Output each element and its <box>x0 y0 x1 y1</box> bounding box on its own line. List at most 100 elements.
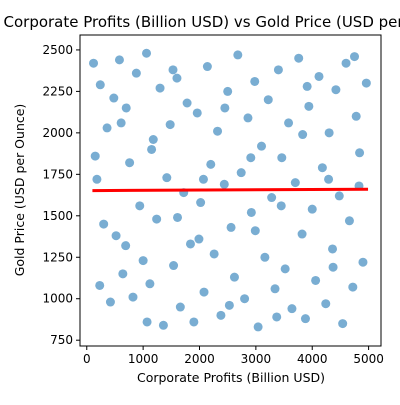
scatter-point <box>272 312 282 322</box>
scatter-point <box>284 118 294 128</box>
scatter-point <box>267 193 277 203</box>
x-tick-label: 4000 <box>297 352 328 366</box>
scatter-point <box>147 144 157 154</box>
scatter-point <box>226 222 236 232</box>
scatter-point <box>240 294 250 304</box>
scatter-point <box>138 256 148 266</box>
scatter-point <box>155 83 165 93</box>
scatter-point <box>152 214 162 224</box>
scatter-point <box>216 310 226 320</box>
scatter-point <box>206 159 216 169</box>
scatter-point <box>229 272 239 282</box>
scatter-point <box>162 173 172 183</box>
scatter-point <box>116 118 126 128</box>
scatter-point <box>172 73 182 83</box>
y-tick-label: 2250 <box>42 84 73 98</box>
plot-frame <box>79 34 382 347</box>
scatter-point <box>300 314 310 324</box>
scatter-point <box>280 264 290 274</box>
scatter-point <box>246 153 256 163</box>
scatter-point <box>341 58 351 68</box>
scatter-point <box>185 239 195 249</box>
scatter-point <box>290 178 300 188</box>
scatter-point <box>142 317 152 327</box>
scatter-point <box>250 226 260 236</box>
x-tick-label: 2000 <box>184 352 215 366</box>
scatter-point <box>297 229 307 239</box>
scatter-point <box>89 58 99 68</box>
scatter-point <box>92 174 102 184</box>
scatter-point <box>105 297 115 307</box>
scatter-point <box>351 111 361 121</box>
scatter-point <box>302 81 312 91</box>
scatter-point <box>121 103 131 113</box>
scatter-point <box>328 262 338 272</box>
scatter-point <box>189 317 199 327</box>
scatter-point <box>243 113 253 123</box>
scatter-point <box>324 128 334 138</box>
scatter-point <box>260 252 270 262</box>
scatter-point <box>307 204 317 214</box>
scatter-point <box>111 231 121 241</box>
scatter-point <box>128 292 138 302</box>
scatter-point <box>270 284 280 294</box>
scatter-point <box>131 68 141 78</box>
trend-line <box>92 187 369 193</box>
y-tick-label: 750 <box>50 333 73 347</box>
scatter-point <box>135 201 145 211</box>
scatter-point <box>223 86 233 96</box>
scatter-point <box>355 148 365 158</box>
scatter-point <box>361 78 371 88</box>
scatter-point <box>194 234 204 244</box>
scatter-point <box>198 174 208 184</box>
scatter-point <box>276 201 286 211</box>
scatter-point <box>331 85 341 95</box>
x-tick-label: 1000 <box>128 352 159 366</box>
scatter-point <box>338 319 348 329</box>
scatter-point <box>196 198 206 208</box>
scatter-point <box>298 130 308 140</box>
scatter-point <box>246 207 256 217</box>
scatter-point <box>202 62 212 72</box>
scatter-point <box>169 261 179 271</box>
plot-area <box>89 48 371 332</box>
scatter-point <box>125 158 135 168</box>
scatter-point <box>277 153 287 163</box>
scatter-point <box>328 244 338 254</box>
scatter-point <box>233 50 243 60</box>
scatter-point <box>192 108 202 118</box>
scatter-point <box>236 168 246 178</box>
y-axis-label: Gold Price (USD per Ounce) <box>12 104 27 277</box>
scatter-point <box>317 163 327 173</box>
scatter-point <box>220 103 230 113</box>
axis-ticks: 0 1000 2000 3000 4000 5000 750 1000 1250 1500 1750… <box>42 43 383 366</box>
scatter-point <box>114 55 124 65</box>
scatter-point <box>321 299 331 309</box>
scatter-point <box>344 216 354 226</box>
y-tick-label: 1500 <box>42 209 73 223</box>
scatter-point <box>118 269 128 279</box>
scatter-point <box>219 179 229 189</box>
scatter-point <box>334 191 344 201</box>
chart-title: Corporate Profits (Billion USD) vs Gold … <box>4 13 400 31</box>
scatter-point <box>257 141 267 151</box>
scatter-point <box>121 241 131 251</box>
scatter-point <box>148 134 158 144</box>
scatter-point <box>250 76 260 86</box>
scatter-point <box>95 280 105 290</box>
scatter-point <box>158 320 168 330</box>
scatter-point <box>95 80 105 90</box>
scatter-point <box>173 212 183 222</box>
scatter-point <box>253 322 263 332</box>
scatter-point <box>99 219 109 229</box>
scatter-point <box>314 71 324 81</box>
scatter-point <box>175 302 185 312</box>
scatter-point <box>142 48 152 58</box>
x-tick-label: 5000 <box>353 352 384 366</box>
scatter-point <box>199 287 209 297</box>
scatter-point <box>209 249 219 259</box>
scatter-point <box>358 257 368 267</box>
scatter-point <box>304 101 314 111</box>
